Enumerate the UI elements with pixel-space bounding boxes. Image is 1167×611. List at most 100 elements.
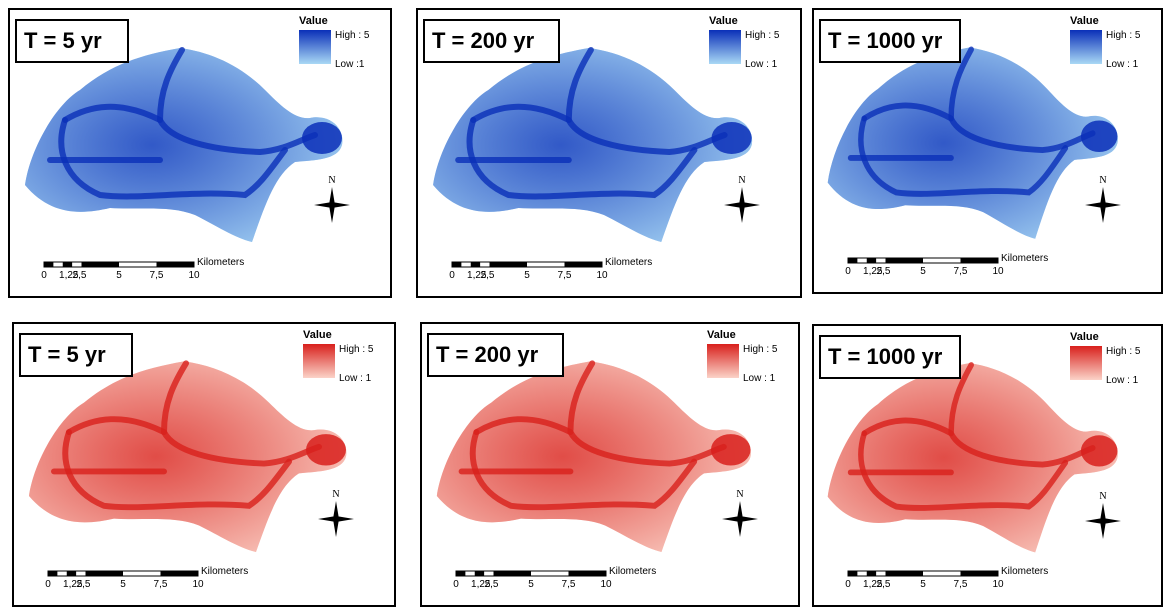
north-arrow [1085, 503, 1121, 539]
scale-label: 2,5 [73, 270, 87, 281]
panel-title: T = 1000 yr [828, 28, 943, 53]
basin [436, 360, 751, 552]
river [66, 416, 167, 436]
legend-ramp [707, 344, 739, 378]
map: T = 200 yr Value High : 5 Low : 1 N 0 1,252,5 5… [423, 15, 780, 281]
map: T = 5 yr Value High : 5 Low : 1 N 0 1,252,5 5 7,… [19, 329, 374, 590]
legend-title: Value [303, 329, 332, 341]
river [62, 103, 163, 123]
map-panel: T = 5 yr Value High : 5 Low : 1 N 0 1,25 2,5 5 7,… [12, 322, 396, 607]
title-box [423, 19, 560, 63]
north-label: N [1099, 175, 1106, 186]
scale-segment [885, 571, 923, 576]
scale-segment [85, 571, 123, 576]
map-panel: T = 200 yr Value High : 5 Low : 1 N 0 1,25 2,5 5… [416, 8, 802, 298]
scale-segment [493, 571, 531, 576]
legend-ramp [1070, 346, 1102, 380]
north-label: N [332, 489, 339, 500]
legend-title: Value [707, 329, 736, 341]
river [567, 360, 727, 467]
scale-segment [848, 258, 858, 263]
scale-label: 7,5 [154, 579, 168, 590]
north-arrow [724, 187, 760, 223]
scale-label: 1,25 [59, 270, 79, 281]
scale-label: 7,5 [562, 579, 576, 590]
legend-high: High : 5 [743, 344, 778, 355]
scale-unit: Kilometers [197, 257, 244, 268]
title-box [819, 335, 961, 379]
panel-title: T = 5 yr [24, 28, 102, 53]
scale-label: 10 [992, 579, 1004, 590]
scale-unit: Kilometers [605, 257, 652, 268]
outlet [710, 434, 751, 466]
scale-segment [156, 262, 194, 267]
legend-title: Value [709, 15, 738, 27]
basin [827, 46, 1118, 239]
scale-label: 10 [192, 579, 204, 590]
legend-low: Low : 1 [339, 373, 372, 384]
legend-high: High : 5 [335, 30, 370, 41]
scale-label: 5 [920, 579, 926, 590]
scale-label: 0 [845, 579, 851, 590]
scale-segment [960, 258, 998, 263]
outlet [1080, 120, 1118, 153]
legend-low: Low : 1 [1106, 375, 1139, 386]
legend-high: High : 5 [1106, 346, 1141, 357]
scale-label: 2,5 [481, 270, 495, 281]
outlet [711, 122, 752, 154]
title-box [819, 19, 961, 63]
scale-segment [456, 571, 466, 576]
legend-ramp [1070, 30, 1102, 64]
scale-segment [866, 258, 877, 263]
scale-segment [81, 262, 119, 267]
scale-label: 2,5 [877, 266, 891, 277]
map: T = 5 yr Value High : 5 Low :1 N 0 1,252,5 5 7,5… [15, 15, 370, 281]
river [948, 46, 1096, 154]
legend-ramp [303, 344, 335, 378]
legend-low: Low : 1 [1106, 59, 1139, 70]
scale-segment [866, 571, 877, 576]
scale-segment [474, 571, 485, 576]
river [858, 115, 1069, 197]
north-label: N [1099, 491, 1106, 502]
scale-label: 10 [596, 270, 608, 281]
north-arrow [318, 501, 354, 537]
scale-label: 2,5 [77, 579, 91, 590]
river [565, 47, 728, 156]
scale-label: 7,5 [954, 266, 968, 277]
scale-label: 1,25 [863, 579, 883, 590]
river [469, 429, 698, 511]
river [156, 47, 318, 156]
scale-label: 1,25 [471, 579, 491, 590]
scale-label: 2,5 [485, 579, 499, 590]
outlet [1080, 435, 1118, 467]
river [861, 417, 954, 437]
river [861, 102, 954, 122]
legend-low: Low :1 [335, 59, 365, 70]
scale-segment [564, 262, 602, 267]
title-box [19, 333, 133, 377]
river [948, 362, 1096, 468]
scale-label: 5 [920, 266, 926, 277]
scale-segment [44, 262, 54, 267]
basin [29, 360, 347, 552]
scale-label: 5 [528, 579, 534, 590]
legend-high: High : 5 [745, 30, 780, 41]
north-label: N [736, 489, 743, 500]
scale-label: 1,25 [863, 266, 883, 277]
legend-title: Value [1070, 331, 1099, 343]
scale-label: 0 [41, 270, 47, 281]
legend-low: Low : 1 [745, 59, 778, 70]
panel-title: T = 200 yr [436, 342, 539, 367]
north-label: N [738, 175, 745, 186]
title-box [15, 19, 129, 63]
basin [827, 362, 1118, 553]
river [858, 430, 1069, 511]
map: T = 1000 yr Value High : 5 Low : 1 N 0 1,252,5… [819, 331, 1141, 590]
scale-label: 5 [524, 270, 530, 281]
scale-label: 5 [120, 579, 126, 590]
basin [25, 47, 343, 242]
scale-label: 2,5 [877, 579, 891, 590]
scale-unit: Kilometers [1001, 566, 1048, 577]
